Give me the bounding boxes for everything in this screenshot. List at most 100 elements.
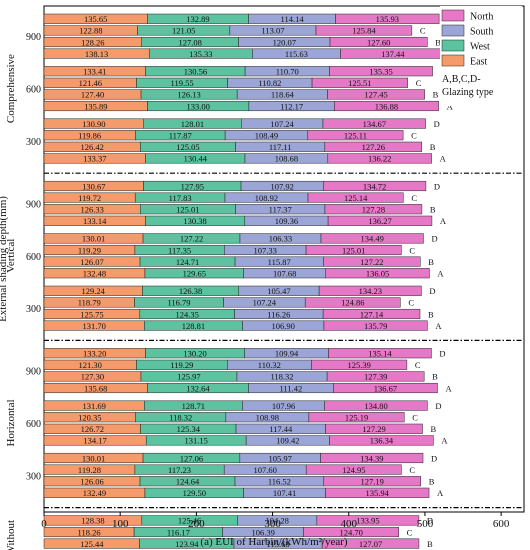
bar-value-label: 116.26 (267, 309, 290, 319)
bar-value-label: 130.67 (82, 181, 105, 191)
bar-value-label: 135.35 (369, 67, 392, 77)
bar-value-label: 115.87 (268, 257, 291, 267)
bar-value-label: 132.49 (83, 488, 106, 498)
bar-value-label: 132.64 (186, 383, 210, 393)
bar-value-label: 128.38 (81, 516, 104, 526)
bar-value-label: 132.89 (186, 14, 209, 24)
bar-value-label: 107.92 (270, 181, 293, 191)
bar-value-label: 125.84 (352, 26, 376, 36)
bar-value-label: 106.90 (272, 321, 295, 331)
bar-value-label: 125.01 (176, 205, 199, 215)
x-tick-label: 100 (112, 518, 129, 530)
bar-segment-north (308, 412, 405, 423)
bar-value-label: 119.29 (170, 360, 193, 370)
bar-value-label: 125.34 (177, 424, 201, 434)
legend-note-line2: Glazing type (442, 87, 494, 98)
glazing-type-label: D (429, 286, 435, 296)
bar-segment-north (323, 256, 421, 267)
bar-value-label: 117.87 (169, 131, 192, 141)
bar-segment-north (324, 141, 423, 152)
bar-value-label: 117.35 (168, 245, 191, 255)
legend-swatch-north (441, 9, 465, 22)
bar-segment-north (305, 464, 402, 475)
bar-value-label: 130.90 (82, 119, 105, 129)
bar-segment-north (329, 435, 434, 446)
bar-segment-north (327, 215, 433, 226)
bar-segment-north (320, 233, 424, 244)
bar-value-label: 123.94 (175, 539, 199, 549)
bar-value-label: 133.41 (83, 67, 106, 77)
bar-segment-north (323, 476, 421, 487)
bar-value-label: 137.44 (381, 49, 405, 59)
bar-value-label: 117.11 (269, 142, 292, 152)
bar-value-label: 127.19 (361, 477, 384, 487)
legend-label: East (470, 57, 487, 68)
bar-value-label: 110.82 (258, 78, 281, 88)
bar-value-label: 125.39 (347, 360, 370, 370)
bar-value-label: 116.79 (167, 298, 190, 308)
bar-segment-north (316, 515, 420, 526)
legend-swatch-east (441, 54, 465, 67)
glazing-type-label: B (429, 477, 435, 487)
depth-tick-label: 600 (26, 419, 41, 430)
bar-value-label: 135.65 (84, 14, 107, 24)
bar-value-label: 125.46 (178, 516, 201, 526)
bar-value-label: 127.95 (181, 181, 204, 191)
bar-value-label: 124.70 (339, 527, 362, 537)
depth-tick-label: 900 (26, 199, 41, 210)
bar-value-label: 121.46 (79, 78, 102, 88)
bar-value-label: 127.40 (81, 90, 104, 100)
bar-value-label: 125.97 (177, 372, 200, 382)
glazing-type-label: B (435, 37, 441, 47)
bar-value-label: 115.63 (285, 49, 308, 59)
x-axis-title: (a) EUI of Harbin/(kWh/m²/year) (200, 536, 347, 548)
bar-value-label: 127.22 (360, 257, 383, 267)
bar-value-label: 129.24 (82, 286, 106, 296)
bar-value-label: 127.60 (367, 37, 390, 47)
glazing-type-label: C (409, 465, 415, 475)
glazing-type-label: A (440, 216, 447, 226)
bar-segment-north (305, 244, 402, 256)
bar-value-label: 128.01 (181, 119, 204, 129)
bar-value-label: 116.17 (167, 527, 190, 537)
group-label: Without (5, 520, 17, 550)
bar-value-label: 107.96 (272, 401, 295, 411)
bar-value-label: 108.98 (256, 413, 279, 423)
bar-segment-north (325, 487, 430, 498)
bar-value-label: 130.01 (82, 234, 105, 244)
bar-value-label: 127.29 (362, 424, 385, 434)
bar-value-label: 124.86 (341, 298, 364, 308)
bar-value-label: 107.60 (254, 465, 277, 475)
legend-swatch-south (441, 24, 465, 37)
bar-value-label: 131.69 (82, 401, 105, 411)
bar-value-label: 106.39 (251, 527, 274, 537)
legend-note-line1: A,B,C,D- (442, 74, 481, 85)
group-label: Comprehensive (5, 54, 17, 123)
glazing-type-label: A (437, 488, 444, 498)
glazing-type-label: C (408, 298, 414, 308)
glazing-type-label: D (434, 119, 440, 129)
glazing-type-label: D (431, 453, 437, 463)
bar-value-label: 130.38 (183, 216, 206, 226)
x-tick-label: 0 (41, 518, 47, 530)
bar-value-label: 125.51 (348, 78, 371, 88)
bar-value-label: 125.75 (80, 309, 103, 319)
bar-value-label: 124.95 (342, 465, 365, 475)
bar-value-label: 129.50 (183, 488, 206, 498)
bar-value-label: 130.44 (184, 154, 208, 164)
bar-value-label: 127.39 (364, 372, 387, 382)
bar-value-label: 117.83 (169, 193, 192, 203)
bar-value-label: 105.47 (267, 286, 290, 296)
depth-tick-label: 300 (26, 137, 41, 148)
glazing-type-label: B (428, 309, 434, 319)
group-label: Horizontal (5, 399, 17, 446)
glazing-type-label: D (435, 401, 441, 411)
glazing-type-label: C (415, 360, 421, 370)
glazing-type-label: A (440, 154, 447, 164)
bar-value-label: 136.27 (368, 216, 391, 226)
glazing-type-label: B (433, 90, 439, 100)
bar-value-label: 104.28 (265, 516, 288, 526)
bar-value-label: 120.35 (78, 413, 101, 423)
bar-value-label: 135.89 (84, 101, 107, 111)
glazing-type-label: C (407, 527, 413, 537)
